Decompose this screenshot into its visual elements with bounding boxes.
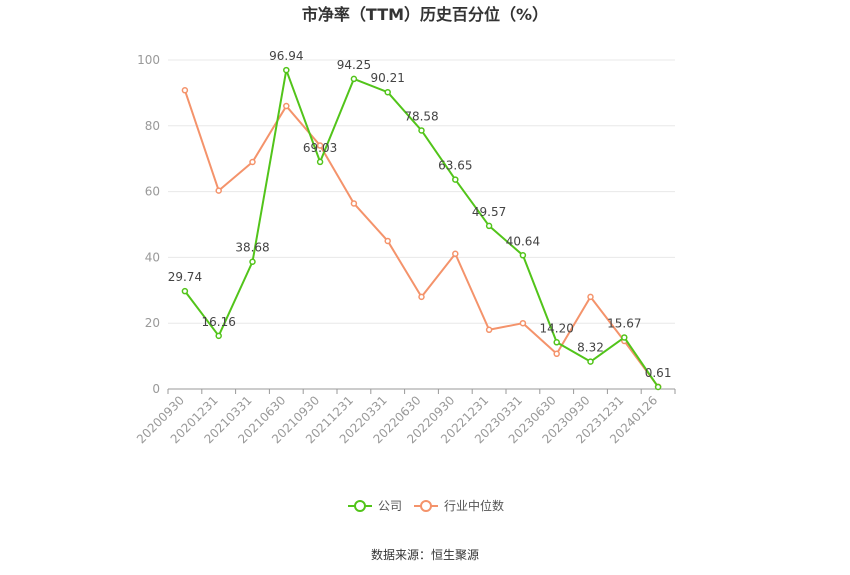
company-point xyxy=(316,158,324,166)
legend-company-label: 公司 xyxy=(378,499,402,513)
data-label: 49.57 xyxy=(472,205,506,219)
data-label: 96.94 xyxy=(269,49,303,63)
industry-point xyxy=(350,200,358,207)
data-label: 63.65 xyxy=(438,159,472,173)
industry-point xyxy=(283,102,290,110)
data-label: 78.58 xyxy=(404,109,438,123)
company-point xyxy=(553,339,560,346)
company-point xyxy=(181,287,189,295)
industry-point xyxy=(316,142,324,149)
legend-industry-label: 行业中位数 xyxy=(444,498,504,513)
legend-item-company[interactable]: 公司 xyxy=(348,499,402,513)
data-label: 69.03 xyxy=(303,141,337,155)
data-source: 数据来源：恒生聚源 xyxy=(371,547,479,562)
company-point xyxy=(384,88,391,96)
industry-point xyxy=(519,319,527,327)
company-point xyxy=(215,332,222,340)
data-label: 16.16 xyxy=(202,315,236,329)
industry-point xyxy=(384,237,391,245)
series-layer xyxy=(181,66,662,391)
y-tick-label: 40 xyxy=(145,250,160,264)
industry-point xyxy=(181,87,189,94)
legend-company-marker xyxy=(354,500,366,512)
data-label: 15.67 xyxy=(607,316,641,330)
data-label: 90.21 xyxy=(371,71,405,85)
industry-point xyxy=(553,350,560,358)
data-label: 14.20 xyxy=(540,321,574,335)
data-label: 40.64 xyxy=(506,234,540,248)
y-tick-label: 100 xyxy=(137,53,160,67)
data-label: 94.25 xyxy=(337,58,371,72)
industry-point xyxy=(485,326,493,334)
chart-title: 市净率（TTM）历史百分位（%） xyxy=(302,5,548,24)
company-point xyxy=(587,358,594,365)
company-point xyxy=(418,127,425,134)
company-point xyxy=(452,176,459,183)
company-point xyxy=(249,258,256,265)
company-point xyxy=(283,66,290,74)
data-label: 29.74 xyxy=(168,270,202,284)
industry-point xyxy=(215,187,222,194)
legend: 公司 行业中位数 xyxy=(348,498,504,513)
y-tick-label: 20 xyxy=(145,316,160,330)
data-label: 8.32 xyxy=(577,341,604,355)
data-label: 38.68 xyxy=(235,241,269,255)
industry-point xyxy=(452,250,459,258)
industry-point xyxy=(418,293,425,301)
company-point xyxy=(350,75,358,83)
company-point xyxy=(621,334,628,341)
company-point xyxy=(485,222,493,230)
legend-industry-marker xyxy=(420,500,432,512)
data-label: 0.61 xyxy=(645,366,672,380)
company-point xyxy=(654,383,662,391)
x-axis: 2020093020201231202103312021063020210930… xyxy=(134,388,676,446)
industry-point xyxy=(587,293,594,301)
y-axis: 0 20 40 60 80 100 xyxy=(137,53,160,396)
legend-item-industry[interactable]: 行业中位数 xyxy=(414,498,504,513)
y-tick-label: 80 xyxy=(145,119,160,133)
grid xyxy=(168,59,675,324)
y-tick-label: 0 xyxy=(152,382,160,396)
company-point xyxy=(519,252,527,259)
y-tick-label: 60 xyxy=(145,185,160,199)
industry-point xyxy=(249,158,256,166)
